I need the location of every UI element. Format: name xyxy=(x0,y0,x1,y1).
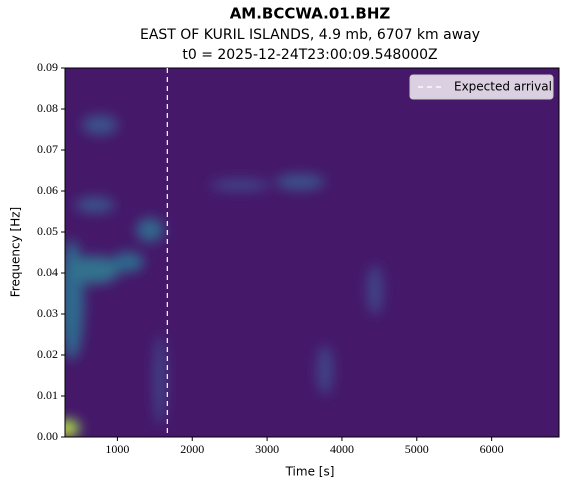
y-tick-label: 0.03 xyxy=(37,306,58,320)
y-tick-label: 0.00 xyxy=(37,429,58,443)
y-tick-label: 0.04 xyxy=(37,265,58,279)
x-tick-label: 4000 xyxy=(330,442,354,456)
x-tick-label: 2000 xyxy=(180,442,204,456)
heatmap-feature xyxy=(317,345,333,395)
heatmap-feature xyxy=(65,240,84,360)
y-axis-label: Frequency [Hz] xyxy=(9,207,23,298)
legend-label: Expected arrival xyxy=(454,80,552,94)
chart-subtitle: t0 = 2025-12-24T23:00:09.548000Z xyxy=(182,47,437,63)
y-tick-label: 0.08 xyxy=(37,101,58,115)
heatmap-feature xyxy=(70,256,120,284)
heatmap xyxy=(65,115,383,437)
y-tick-label: 0.01 xyxy=(37,388,58,402)
legend-box xyxy=(409,74,554,100)
x-tick-label: 6000 xyxy=(480,442,504,456)
x-tick-label: 1000 xyxy=(105,442,129,456)
x-tick-label: 5000 xyxy=(405,442,429,456)
heatmap-feature xyxy=(112,252,144,272)
y-tick-label: 0.07 xyxy=(37,142,58,156)
y-tick-label: 0.05 xyxy=(37,224,58,238)
heatmap-feature xyxy=(75,197,115,213)
heatmap-feature xyxy=(154,335,166,425)
y-tick-label: 0.02 xyxy=(37,347,58,361)
plot-background xyxy=(65,68,559,437)
heatmap-feature xyxy=(82,115,118,135)
heatmap-feature xyxy=(210,179,270,191)
heatmap-feature xyxy=(136,218,164,242)
chart-title: AM.BCCWA.01.BHZ xyxy=(230,5,391,23)
chart-subtitle: EAST OF KURIL ISLANDS, 4.9 mb, 6707 km a… xyxy=(140,27,480,43)
y-tick-label: 0.06 xyxy=(37,183,58,197)
heatmap-feature xyxy=(367,265,383,315)
heatmap-feature xyxy=(275,174,325,190)
y-tick-label: 0.09 xyxy=(37,60,58,74)
x-tick-label: 3000 xyxy=(255,442,279,456)
heatmap-feature xyxy=(65,425,71,435)
plot-frame xyxy=(64,67,560,438)
x-axis-label: Time [s] xyxy=(285,465,335,479)
